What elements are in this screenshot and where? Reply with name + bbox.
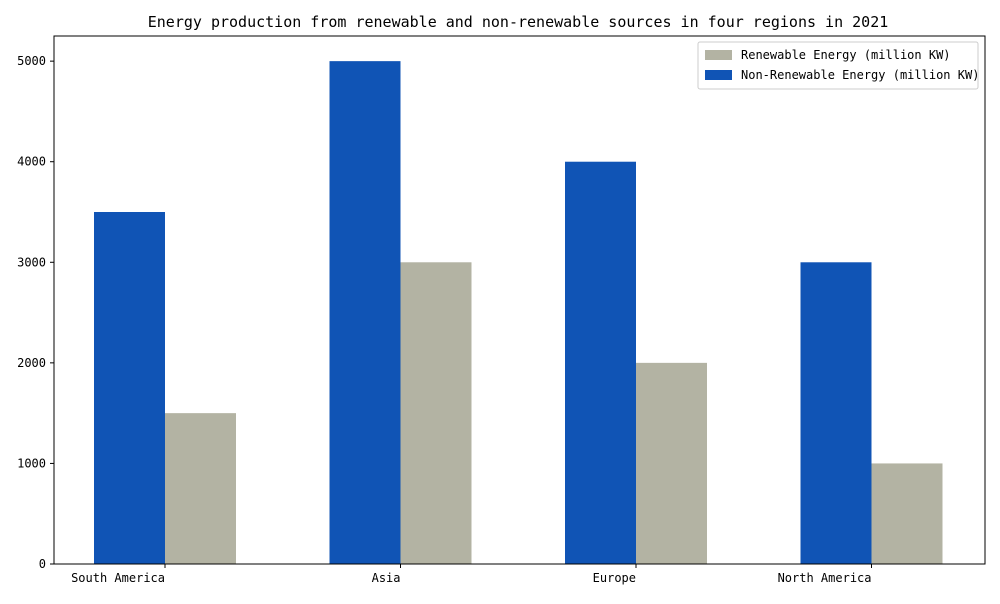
bar-non-renewable <box>565 161 636 564</box>
x-tick-label: South America <box>71 571 165 585</box>
y-tick-label: 1000 <box>17 456 46 470</box>
bar-renewable <box>636 362 707 564</box>
y-tick-label: 5000 <box>17 54 46 68</box>
y-tick-label: 4000 <box>17 155 46 169</box>
x-tick-label: Asia <box>372 571 401 585</box>
y-tick-label: 3000 <box>17 255 46 269</box>
bar-non-renewable <box>329 61 401 565</box>
legend-label: Renewable Energy (million KW) <box>741 48 951 62</box>
plot-area <box>94 61 943 565</box>
legend-label: Non-Renewable Energy (million KW) <box>741 68 979 82</box>
bar-renewable <box>400 262 472 564</box>
x-axis: South America Asia Europe North America <box>71 564 872 585</box>
x-tick-label: Europe <box>593 571 636 585</box>
legend-swatch <box>705 70 732 80</box>
bar-renewable <box>165 413 236 564</box>
y-axis: 0 1000 2000 3000 4000 5000 <box>17 54 54 571</box>
bar-non-renewable <box>800 262 872 564</box>
legend-swatch <box>705 50 732 60</box>
plot-frame <box>53 35 986 565</box>
legend: Renewable Energy (million KW) Non-Renewab… <box>697 41 979 90</box>
bar-renewable <box>871 463 943 564</box>
bar-non-renewable <box>94 212 165 564</box>
y-tick-label: 0 <box>39 557 46 571</box>
chart-title: Energy production from renewable and non… <box>148 13 889 31</box>
legend-box <box>697 41 979 90</box>
y-tick-label: 2000 <box>17 356 46 370</box>
x-tick-label: North America <box>778 571 872 585</box>
